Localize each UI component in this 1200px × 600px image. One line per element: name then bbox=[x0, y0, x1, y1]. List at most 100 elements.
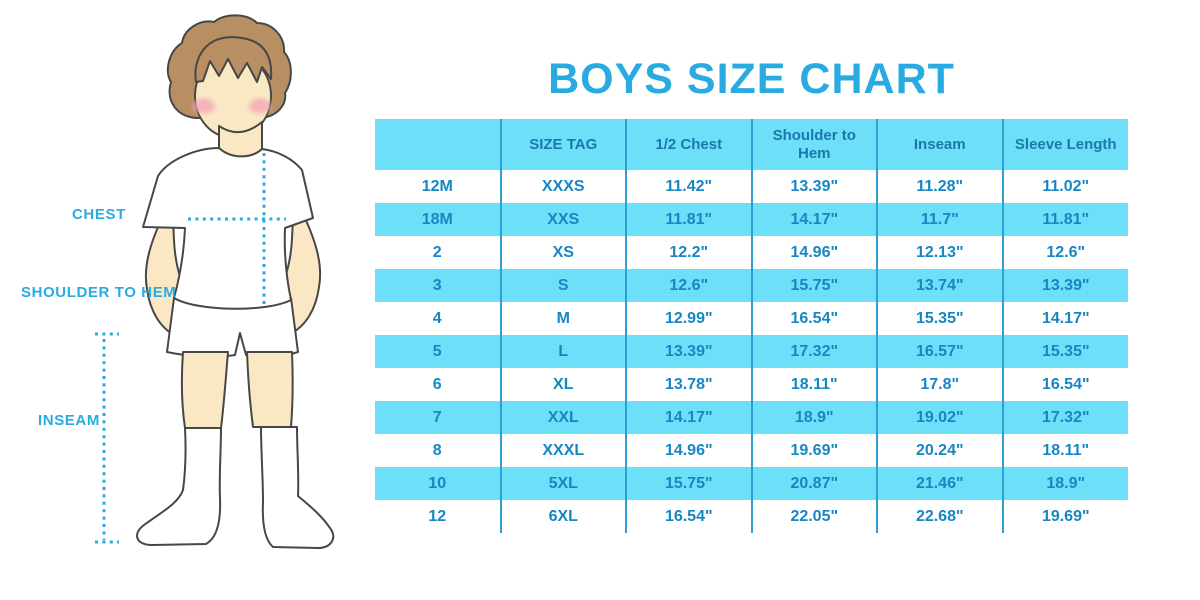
table-cell: 22.68" bbox=[876, 500, 1003, 533]
table-cell: 18.11" bbox=[750, 368, 877, 401]
table-cell: 7 bbox=[375, 401, 501, 434]
table-cell: 13.74" bbox=[876, 269, 1003, 302]
size-table: SIZE TAG 1/2 Chest Shoulder to Hem Inseam Sl… bbox=[375, 119, 1128, 533]
table-row: 12 6XL 16.54" 22.05" 22.68" 19.69" bbox=[375, 500, 1128, 533]
t-shirt bbox=[142, 147, 314, 310]
table-cell: 20.87" bbox=[750, 467, 877, 500]
table-cell: 4 bbox=[375, 302, 501, 335]
table-cell: 12.13" bbox=[876, 236, 1003, 269]
table-cell: 18.9" bbox=[750, 401, 877, 434]
table-cell: 19.69" bbox=[750, 434, 877, 467]
table-row: 10 5XL 15.75" 20.87" 21.46" 18.9" bbox=[375, 467, 1128, 500]
column-header: Shoulder to Hem bbox=[750, 119, 877, 170]
table-row: 4 M 12.99" 16.54" 15.35" 14.17" bbox=[375, 302, 1128, 335]
table-cell: 8 bbox=[375, 434, 501, 467]
inseam-label: INSEAM bbox=[38, 412, 100, 429]
table-cell: 14.17" bbox=[1001, 302, 1128, 335]
table-cell: 14.17" bbox=[750, 203, 877, 236]
table-row: 6 XL 13.78" 18.11" 17.8" 16.54" bbox=[375, 368, 1128, 401]
table-cell: 12.2" bbox=[625, 236, 752, 269]
column-header bbox=[375, 119, 501, 170]
table-cell: XS bbox=[499, 236, 626, 269]
measurement-figure: CHEST SHOULDER TO HEM INSEAM bbox=[0, 0, 375, 600]
table-cell: 11.81" bbox=[1001, 203, 1128, 236]
table-row: 5 L 13.39" 17.32" 16.57" 15.35" bbox=[375, 335, 1128, 368]
table-row: 7 XXL 14.17" 18.9" 19.02" 17.32" bbox=[375, 401, 1128, 434]
right-sock bbox=[260, 426, 335, 549]
blush-cheeks bbox=[193, 98, 271, 114]
table-cell: 15.75" bbox=[750, 269, 877, 302]
table-cell: 17.8" bbox=[876, 368, 1003, 401]
table-cell: 12.6" bbox=[1001, 236, 1128, 269]
table-cell: 20.24" bbox=[876, 434, 1003, 467]
table-cell: 10 bbox=[375, 467, 501, 500]
table-cell: 13.39" bbox=[750, 170, 877, 203]
table-cell: 16.54" bbox=[750, 302, 877, 335]
table-row: 2 XS 12.2" 14.96" 12.13" 12.6" bbox=[375, 236, 1128, 269]
column-header: Inseam bbox=[876, 119, 1003, 170]
table-cell: 11.02" bbox=[1001, 170, 1128, 203]
table-cell: 18.11" bbox=[1001, 434, 1128, 467]
table-cell: L bbox=[499, 335, 626, 368]
table-cell: M bbox=[499, 302, 626, 335]
right-leg bbox=[246, 351, 294, 428]
table-cell: 16.57" bbox=[876, 335, 1003, 368]
table-cell: 14.96" bbox=[625, 434, 752, 467]
table-cell: 12.6" bbox=[625, 269, 752, 302]
table-cell: 15.35" bbox=[1001, 335, 1128, 368]
table-cell: XXXL bbox=[499, 434, 626, 467]
table-row: 8 XXXL 14.96" 19.69" 20.24" 18.11" bbox=[375, 434, 1128, 467]
boy-illustration bbox=[95, 14, 335, 549]
table-row: 18M XXS 11.81" 14.17" 11.7" 11.81" bbox=[375, 203, 1128, 236]
table-cell: 22.05" bbox=[750, 500, 877, 533]
table-cell: 14.17" bbox=[625, 401, 752, 434]
table-cell: 15.75" bbox=[625, 467, 752, 500]
table-cell: 5XL bbox=[499, 467, 626, 500]
table-cell: 11.81" bbox=[625, 203, 752, 236]
size-table-header: SIZE TAG 1/2 Chest Shoulder to Hem Inseam Sl… bbox=[375, 119, 1128, 170]
table-cell: 3 bbox=[375, 269, 501, 302]
table-cell: 11.42" bbox=[625, 170, 752, 203]
table-cell: 12 bbox=[375, 500, 501, 533]
table-cell: 17.32" bbox=[1001, 401, 1128, 434]
left-leg bbox=[180, 351, 229, 429]
hair-fringe bbox=[194, 36, 273, 83]
table-cell: XXL bbox=[499, 401, 626, 434]
table-cell: 6 bbox=[375, 368, 501, 401]
table-cell: XXS bbox=[499, 203, 626, 236]
table-cell: 2 bbox=[375, 236, 501, 269]
table-cell: 11.7" bbox=[876, 203, 1003, 236]
size-table-body: 12M XXXS 11.42" 13.39" 11.28" 11.02" 18M XXS 11.… bbox=[375, 170, 1128, 533]
column-header: SIZE TAG bbox=[499, 119, 626, 170]
table-cell: 13.39" bbox=[625, 335, 752, 368]
table-cell: 12M bbox=[375, 170, 501, 203]
table-cell: 17.32" bbox=[750, 335, 877, 368]
table-cell: S bbox=[499, 269, 626, 302]
table-cell: 16.54" bbox=[625, 500, 752, 533]
table-cell: 13.39" bbox=[1001, 269, 1128, 302]
column-header: 1/2 Chest bbox=[625, 119, 752, 170]
table-cell: 18M bbox=[375, 203, 501, 236]
table-cell: 19.02" bbox=[876, 401, 1003, 434]
left-sock bbox=[136, 427, 222, 546]
size-chart-panel: BOYS SIZE CHART SIZE TAG 1/2 Chest Shoulde… bbox=[375, 0, 1128, 600]
table-cell: 12.99" bbox=[625, 302, 752, 335]
table-cell: 6XL bbox=[499, 500, 626, 533]
size-table-header-row: SIZE TAG 1/2 Chest Shoulder to Hem Inseam Sl… bbox=[375, 119, 1128, 170]
table-cell: 13.78" bbox=[625, 368, 752, 401]
table-cell: 18.9" bbox=[1001, 467, 1128, 500]
table-cell: 19.69" bbox=[1001, 500, 1128, 533]
table-cell: 14.96" bbox=[750, 236, 877, 269]
table-row: 3 S 12.6" 15.75" 13.74" 13.39" bbox=[375, 269, 1128, 302]
shoulder-to-hem-label: SHOULDER TO HEM bbox=[21, 284, 177, 301]
table-cell: 11.28" bbox=[876, 170, 1003, 203]
chest-label: CHEST bbox=[72, 206, 126, 223]
table-cell: 5 bbox=[375, 335, 501, 368]
page-title: BOYS SIZE CHART bbox=[548, 54, 955, 103]
table-cell: 16.54" bbox=[1001, 368, 1128, 401]
table-cell: 15.35" bbox=[876, 302, 1003, 335]
table-cell: 21.46" bbox=[876, 467, 1003, 500]
table-cell: XL bbox=[499, 368, 626, 401]
column-header: Sleeve Length bbox=[1001, 119, 1128, 170]
